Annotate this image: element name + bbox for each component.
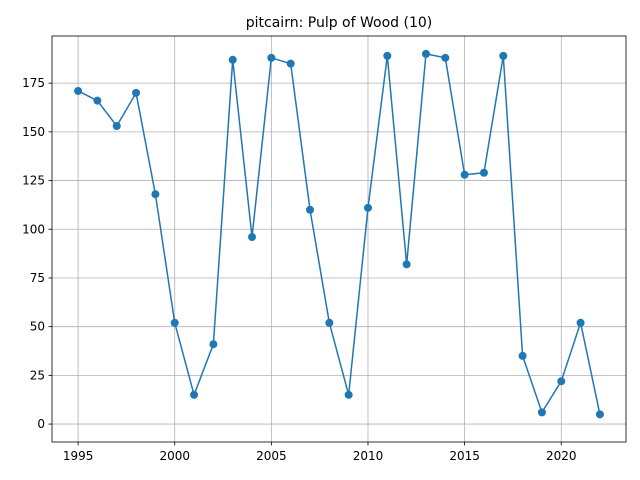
x-tick-label: 1995 xyxy=(63,449,94,463)
series-line xyxy=(77,53,601,415)
data-point xyxy=(267,53,276,62)
y-tick-label: 50 xyxy=(30,320,45,334)
data-point xyxy=(93,96,102,105)
plot-frame xyxy=(51,35,627,443)
data-point xyxy=(190,390,199,399)
data-point xyxy=(441,53,450,62)
data-point xyxy=(112,122,121,131)
data-point xyxy=(228,55,237,64)
data-point xyxy=(537,408,546,417)
x-tick-label: 2000 xyxy=(159,449,190,463)
x-tick-label: 2010 xyxy=(353,449,384,463)
x-tick-label: 2015 xyxy=(449,449,480,463)
y-tick-label: 100 xyxy=(22,222,45,236)
data-point xyxy=(557,377,566,386)
data-point xyxy=(460,170,469,179)
y-tick-label: 75 xyxy=(30,271,45,285)
data-point xyxy=(248,233,257,242)
data-point xyxy=(421,49,430,58)
data-point xyxy=(344,390,353,399)
data-point xyxy=(383,51,392,60)
series xyxy=(74,49,604,419)
data-point xyxy=(306,205,315,214)
data-point xyxy=(325,318,334,327)
data-point xyxy=(286,59,295,68)
data-point xyxy=(402,260,411,269)
data-point xyxy=(499,51,508,60)
y-tick-label: 150 xyxy=(22,125,45,139)
x-axis-ticks: 1995 2000 2005 2010 2015 2020 xyxy=(63,442,577,463)
y-tick-label: 0 xyxy=(37,417,45,431)
data-point xyxy=(132,88,141,97)
grid xyxy=(52,36,626,442)
data-point xyxy=(518,351,527,360)
y-tick-label: 125 xyxy=(22,174,45,188)
data-point xyxy=(74,86,83,95)
y-tick-label: 175 xyxy=(22,76,45,90)
data-point xyxy=(209,340,218,349)
x-tick-label: 2020 xyxy=(546,449,577,463)
x-tick-label: 2005 xyxy=(256,449,287,463)
y-axis-ticks: 0 25 50 75 100 125 150 175 xyxy=(22,76,52,431)
chart-title: pitcairn: Pulp of Wood (10) xyxy=(246,15,432,31)
data-point xyxy=(576,318,585,327)
y-tick-label: 25 xyxy=(30,368,45,382)
data-point xyxy=(151,190,160,199)
data-point xyxy=(479,168,488,177)
data-point xyxy=(363,203,372,212)
data-point xyxy=(170,318,179,327)
data-point xyxy=(595,410,604,419)
